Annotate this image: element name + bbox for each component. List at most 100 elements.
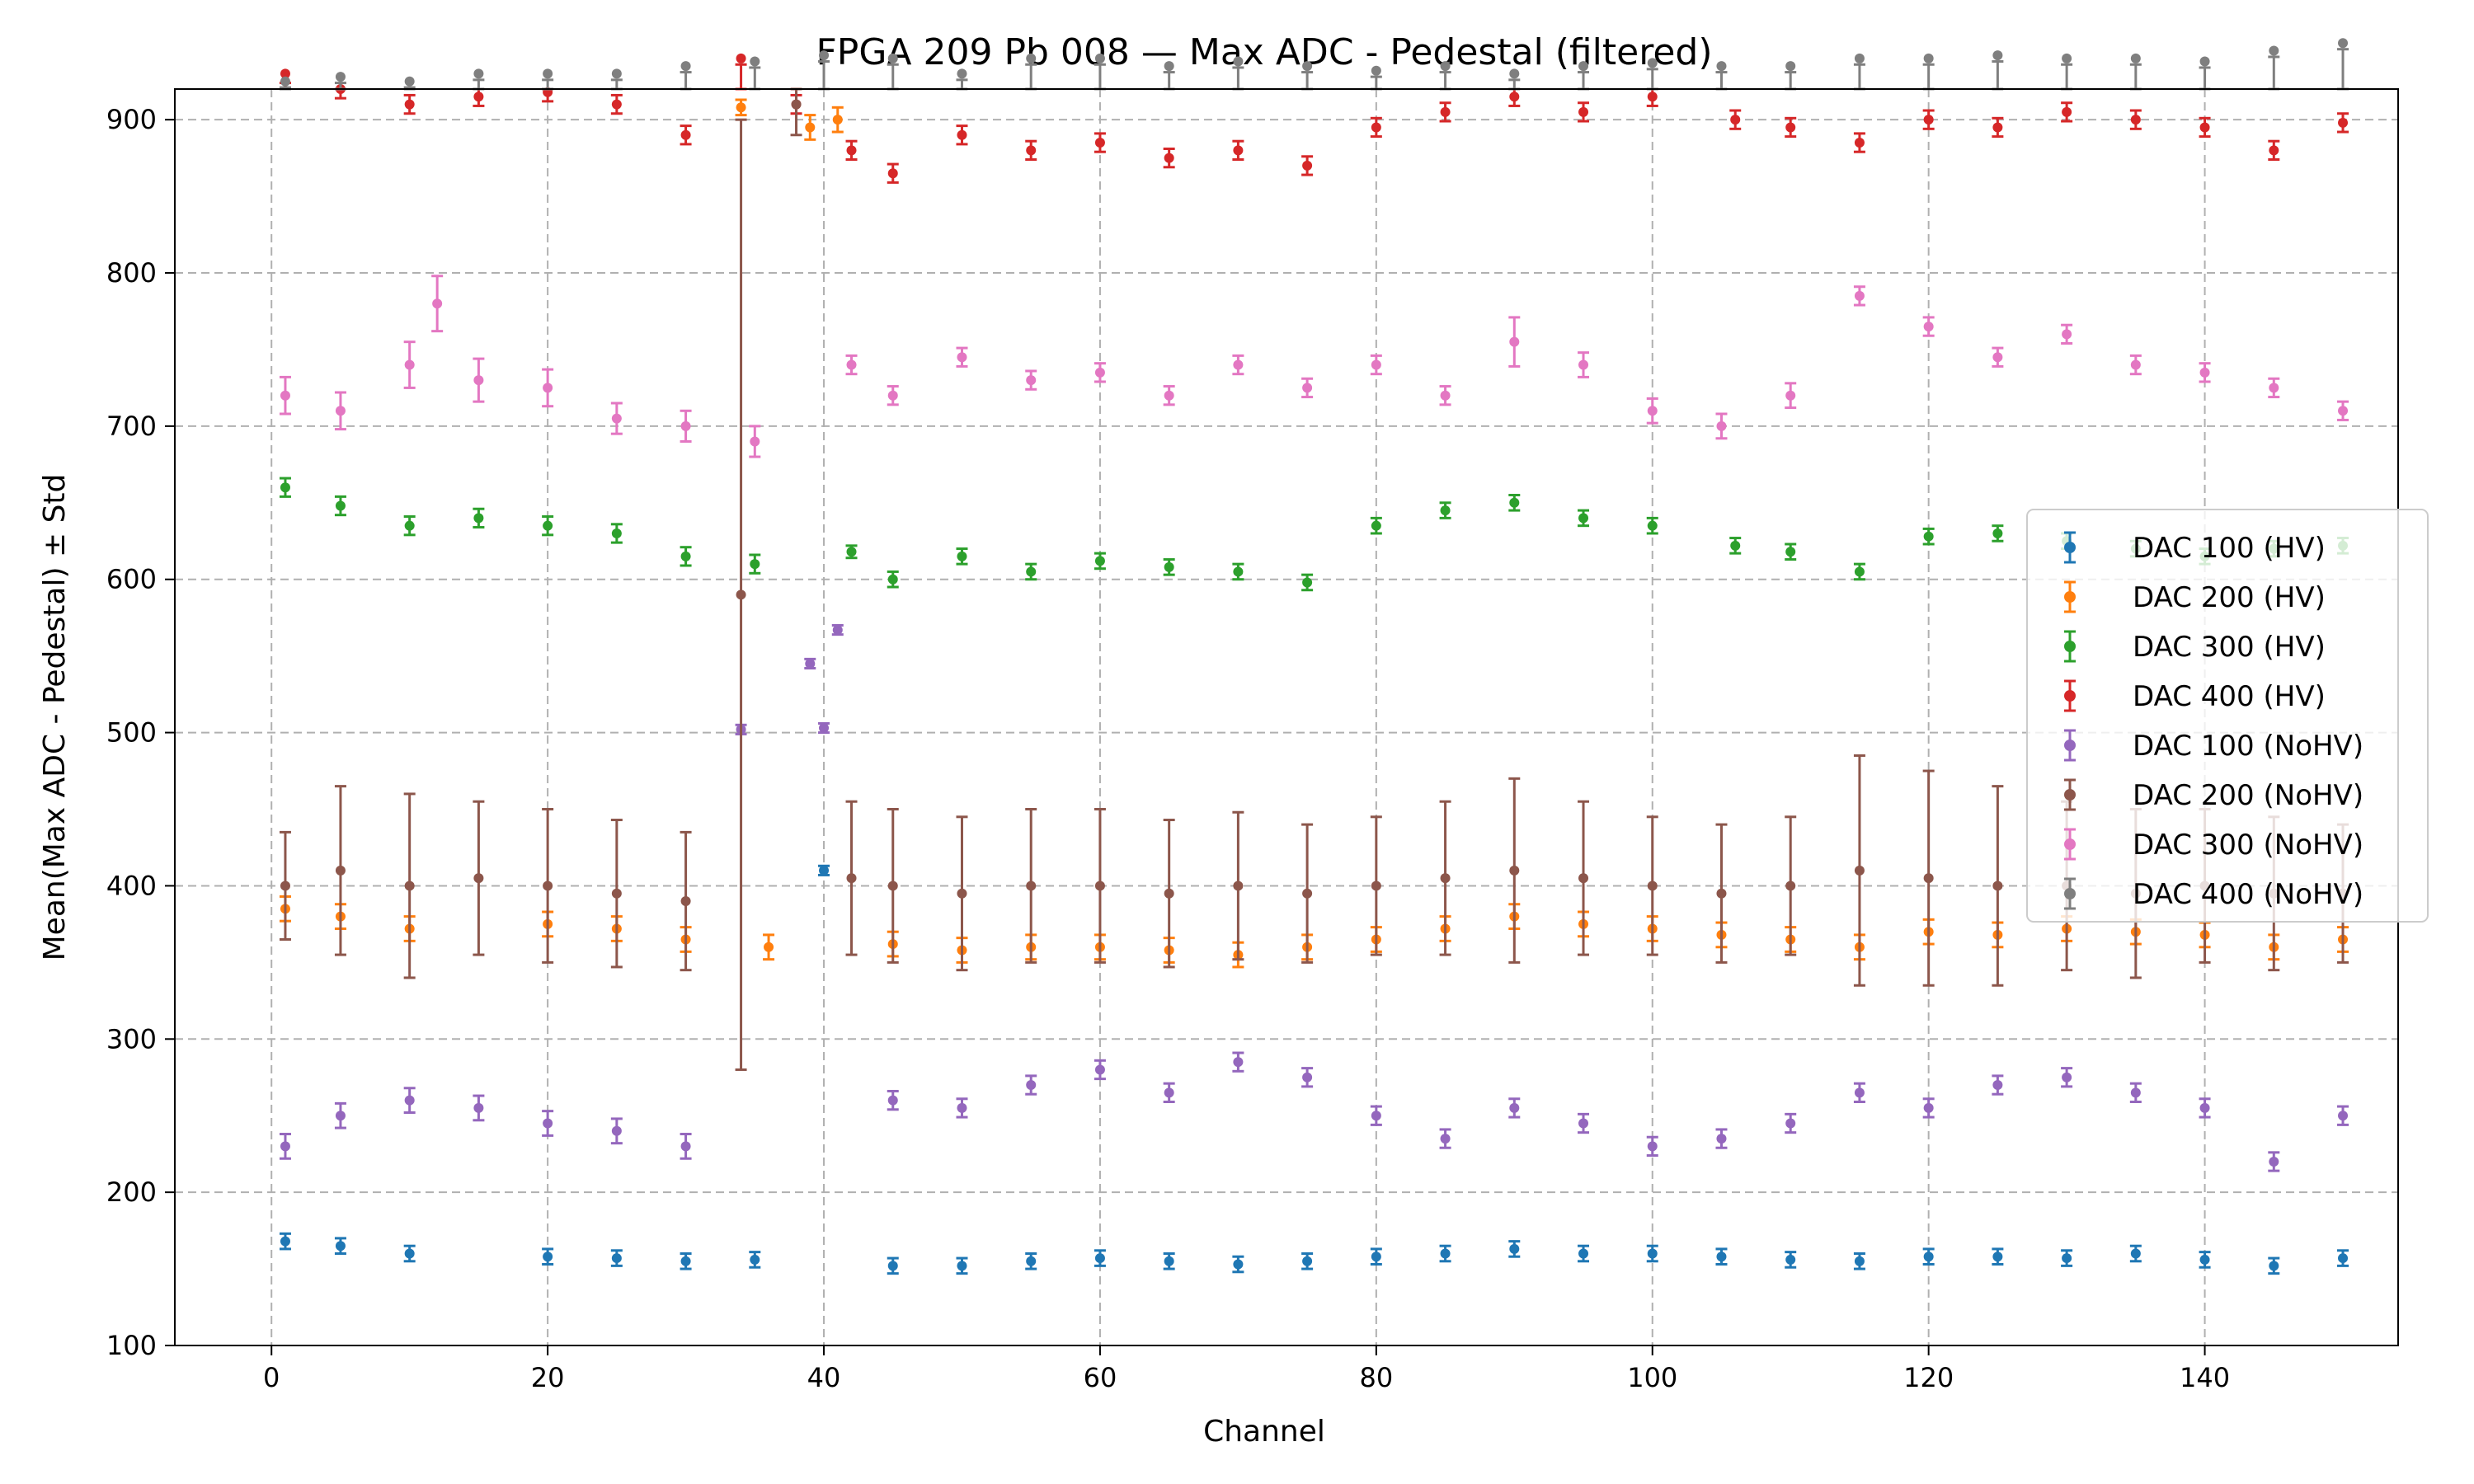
data-point (1026, 1256, 1037, 1266)
data-point (543, 383, 553, 393)
data-point (1094, 138, 1105, 148)
legend-marker-point (2064, 838, 2076, 850)
data-point (611, 99, 622, 110)
y-tick-label: 500 (106, 717, 157, 749)
data-point (404, 1095, 415, 1106)
data-point (846, 145, 857, 156)
data-point (957, 352, 967, 363)
y-tick-label: 600 (106, 564, 157, 595)
data-point (1992, 50, 2003, 61)
data-point (404, 520, 415, 531)
data-point (832, 625, 843, 636)
legend-entry-label: DAC 200 (NoHV) (2133, 779, 2363, 812)
y-tick-label: 300 (106, 1023, 157, 1054)
data-point (736, 102, 746, 113)
data-point (1992, 881, 2003, 891)
data-point (2269, 1156, 2279, 1167)
data-point (2338, 406, 2349, 416)
data-point (2130, 53, 2141, 63)
x-tick-label: 20 (531, 1362, 565, 1393)
data-point (280, 390, 290, 401)
data-point (335, 72, 346, 82)
data-point (791, 99, 802, 110)
y-tick-label: 100 (106, 1330, 157, 1361)
data-point (1026, 566, 1037, 577)
data-point (887, 574, 898, 585)
data-point (611, 413, 622, 424)
data-point (543, 68, 553, 79)
data-point (1302, 160, 1313, 171)
data-point (1440, 390, 1451, 401)
x-tick-label: 60 (1084, 1362, 1117, 1393)
data-point (280, 76, 290, 87)
data-point (2269, 45, 2279, 56)
axis-ticks: 0 20 40 60 80 100 120 140 100 200 300 400 500 600 700 8… (106, 104, 2230, 1393)
series-4 (279, 53, 2349, 184)
data-point (1371, 122, 1381, 133)
data-point (1785, 1118, 1796, 1129)
data-point (1923, 531, 1934, 542)
data-point (887, 53, 898, 63)
data-point (2062, 53, 2072, 63)
data-point (1302, 61, 1313, 72)
data-point (1371, 359, 1381, 370)
data-point (1094, 1253, 1105, 1264)
data-point (1647, 1248, 1658, 1259)
data-point (887, 881, 898, 891)
data-point (473, 873, 484, 884)
x-tick-label: 140 (2180, 1362, 2230, 1393)
data-point (846, 359, 857, 370)
data-point (1302, 1072, 1313, 1082)
data-point (1854, 53, 1865, 63)
data-point (1302, 888, 1313, 899)
data-point (2199, 56, 2210, 67)
data-point (1992, 528, 2003, 538)
data-point (819, 50, 830, 61)
data-point (2269, 383, 2279, 393)
data-point (1854, 290, 1865, 301)
data-point (1026, 881, 1037, 891)
data-point (819, 723, 830, 734)
data-point (805, 122, 816, 133)
y-tick-label: 200 (106, 1176, 157, 1208)
data-point (2269, 145, 2279, 156)
data-point (1233, 1259, 1244, 1270)
data-point (957, 888, 967, 899)
data-point (1371, 1111, 1381, 1121)
data-point (750, 436, 760, 447)
data-point (280, 881, 290, 891)
data-point (1094, 881, 1105, 891)
data-point (1785, 1254, 1796, 1265)
data-point (2338, 1253, 2349, 1264)
data-point (543, 520, 553, 531)
data-point (2062, 329, 2072, 340)
legend-entry-label: DAC 400 (HV) (2133, 680, 2326, 713)
data-point (2199, 1102, 2210, 1113)
data-point (1302, 577, 1313, 588)
data-point (280, 1236, 290, 1247)
data-point (1094, 367, 1105, 378)
data-point (335, 406, 346, 416)
data-point (1785, 122, 1796, 133)
data-point (2338, 117, 2349, 128)
data-point (680, 551, 691, 561)
data-point (1233, 145, 1244, 156)
legend-marker-point (2064, 542, 2076, 553)
data-point (1854, 566, 1865, 577)
data-point (1509, 497, 1520, 508)
data-point (473, 513, 484, 524)
data-point (1992, 1252, 2003, 1262)
data-point (1164, 561, 1174, 572)
data-point (1233, 881, 1244, 891)
data-point (404, 76, 415, 87)
legend-marker-point (2064, 789, 2076, 801)
data-point (846, 547, 857, 557)
y-tick-label: 700 (106, 411, 157, 442)
data-point (335, 1111, 346, 1121)
series-1 (279, 864, 2349, 1275)
data-point (1440, 1248, 1451, 1259)
data-point (887, 1095, 898, 1106)
legend-entry-label: DAC 100 (NoHV) (2133, 730, 2363, 763)
data-point (680, 1256, 691, 1266)
